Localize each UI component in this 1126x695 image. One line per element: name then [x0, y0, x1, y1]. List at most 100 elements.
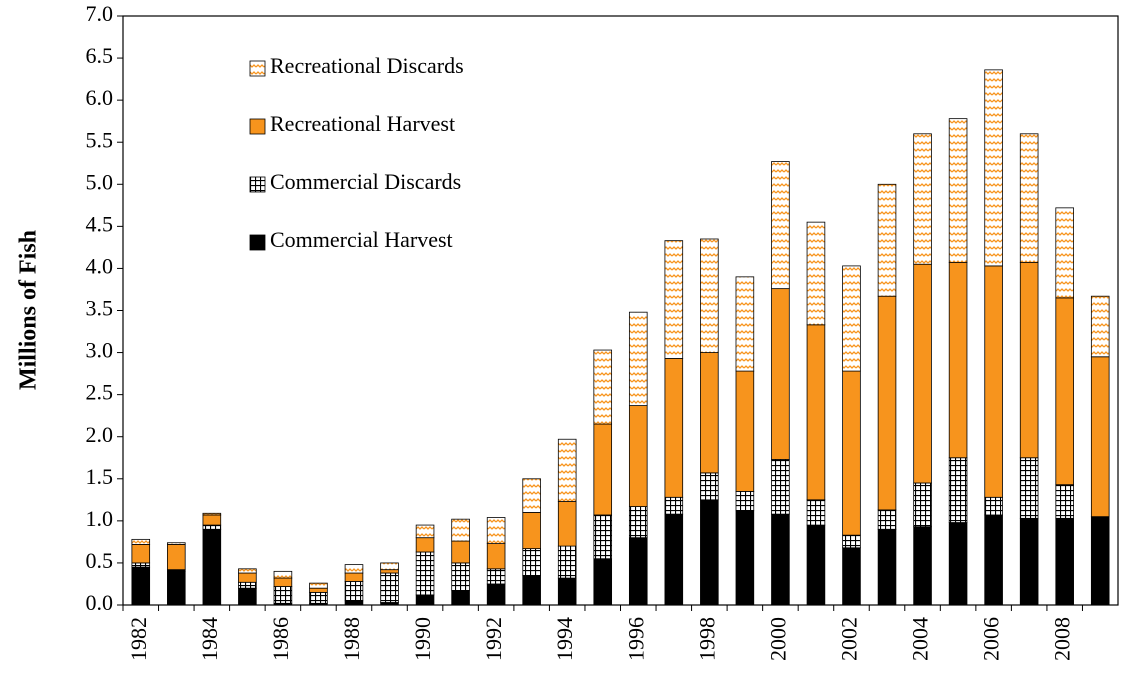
bar-segment [486, 517, 506, 544]
bar-segment [202, 512, 222, 516]
bar-segment [522, 512, 541, 550]
y-tick-label: 1.0 [86, 506, 114, 531]
legend-swatch [249, 176, 266, 193]
y-tick-label: 2.5 [86, 380, 114, 405]
bar-segment [984, 496, 1003, 516]
bar-segment [664, 496, 684, 515]
bar-segment [522, 575, 541, 606]
bar-segment [1090, 356, 1110, 518]
bar-segment [948, 262, 968, 459]
bar-segment [664, 240, 684, 359]
bar-segment [238, 587, 257, 606]
bar-segment [1090, 295, 1110, 358]
bar-segment [522, 548, 541, 576]
legend-label: Commercial Harvest [270, 227, 453, 252]
bar-segment [131, 562, 151, 568]
y-tick-label: 1.5 [86, 464, 114, 489]
bar-segment [131, 544, 151, 564]
y-tick-label: 0.0 [86, 590, 114, 615]
bar-segment [1090, 516, 1110, 606]
bar-segment [842, 265, 861, 372]
bar-segment [806, 499, 826, 526]
bar-segment [842, 547, 861, 606]
bar-segment [167, 542, 186, 545]
x-tick-label: 1992 [481, 617, 506, 661]
bar-segment [167, 544, 186, 571]
bar-segment [1019, 262, 1039, 459]
bar-segment [557, 545, 577, 579]
bar-segment [1019, 133, 1039, 263]
bar-segment [486, 568, 506, 585]
bar-segment [557, 501, 577, 547]
bar-segment [344, 564, 364, 574]
bar-segment [877, 528, 897, 606]
x-tick-label: 2004 [908, 617, 933, 661]
bar-segment [557, 438, 577, 502]
bar-segment [1055, 517, 1074, 606]
x-tick-label: 1982 [126, 617, 151, 661]
legend-swatch [249, 234, 266, 251]
bar-segment [771, 161, 790, 290]
bar-segment [486, 543, 506, 570]
x-tick-label: 1990 [410, 617, 435, 661]
x-tick-label: 2006 [979, 617, 1004, 661]
bar-segment [948, 457, 968, 523]
bar-segment [735, 276, 755, 372]
x-tick-label: 2000 [765, 617, 790, 661]
bar-segment [202, 528, 222, 606]
bar-segment [415, 551, 435, 596]
y-tick-label: 6.0 [86, 85, 114, 110]
bar-segment [415, 594, 435, 606]
bar-segment [664, 358, 684, 498]
bar-segment [806, 221, 826, 326]
bar-segment [451, 540, 470, 564]
bar-segment [948, 118, 968, 263]
bar-segment [1055, 297, 1074, 486]
bar-segment [593, 349, 613, 425]
bar-segment [273, 586, 293, 604]
bar-segment [451, 518, 470, 542]
bar-segment [309, 587, 328, 593]
bar-segment [1055, 484, 1074, 519]
y-tick-label: 2.0 [86, 422, 114, 447]
y-tick-label: 5.5 [86, 127, 114, 152]
bar-segment [700, 352, 719, 474]
bar-segment [664, 513, 684, 606]
bar-segment [735, 370, 755, 492]
bar-segment [557, 577, 577, 606]
x-tick-label: 1998 [694, 617, 719, 661]
bar-segment [700, 499, 719, 606]
bar-segment [380, 562, 399, 571]
legend-swatch [249, 118, 266, 135]
legend-label: Recreational Discards [270, 53, 464, 78]
bar-segment [806, 524, 826, 606]
bar-segment [700, 238, 719, 353]
bar-segment [486, 583, 506, 606]
bar-segment [415, 537, 435, 553]
bar-segment [771, 288, 790, 460]
bar-segment [877, 295, 897, 511]
x-tick-label: 2002 [837, 617, 862, 661]
bar-segment [451, 562, 470, 592]
bar-segment [238, 581, 257, 589]
bar-segment [913, 526, 932, 606]
bar-segment [735, 491, 755, 512]
bar-segment [131, 566, 151, 606]
bar-segment [344, 581, 364, 602]
bar-segment [593, 423, 613, 516]
bar-segment [628, 537, 648, 606]
bar-segment [202, 514, 222, 526]
y-tick-label: 5.0 [86, 169, 114, 194]
bar-segment [700, 472, 719, 501]
bar-segment [1019, 457, 1039, 519]
bar-segment [380, 572, 399, 603]
bar-segment [913, 133, 932, 265]
bar-segment [877, 509, 897, 530]
bar-segment [273, 577, 293, 587]
bar-segment [1055, 207, 1074, 299]
bar-segment [238, 572, 257, 583]
y-tick-label: 6.5 [86, 43, 114, 68]
bar-segment [735, 510, 755, 606]
bar-segment [309, 582, 328, 589]
bar-segment [628, 506, 648, 539]
